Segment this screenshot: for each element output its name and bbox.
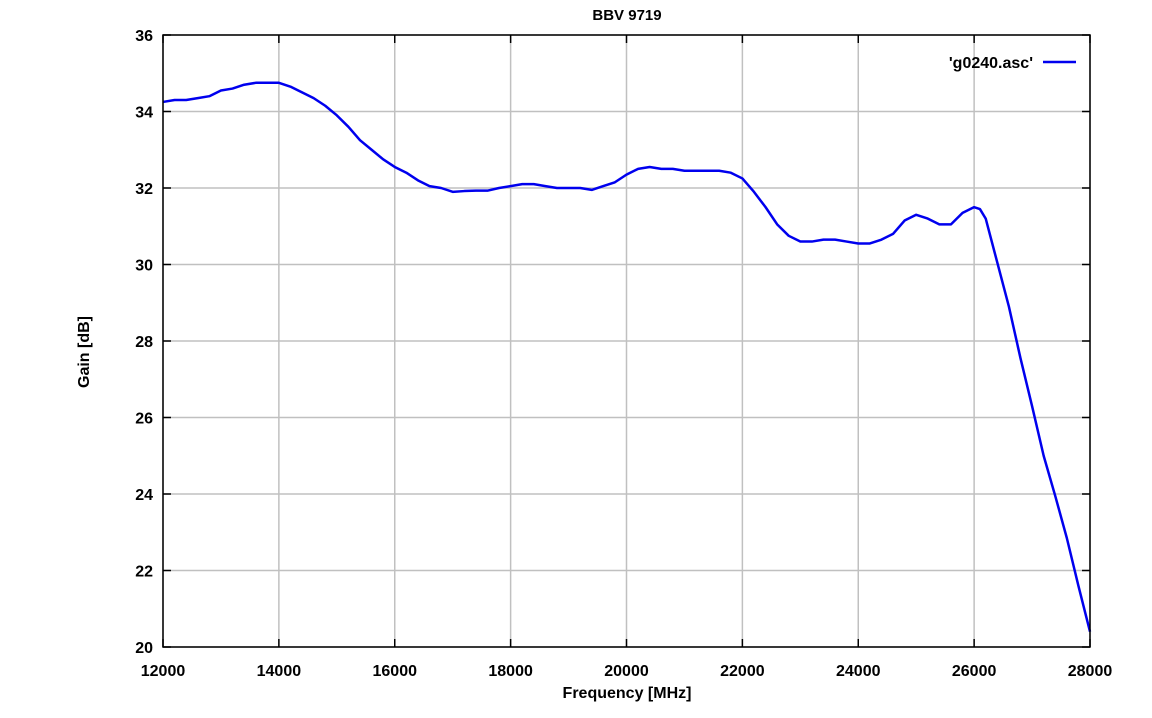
y-tick-labels: 20 22 24 26 28 30 32 34 36 [135,28,153,657]
grid [162,34,1091,648]
x-tick-label: 20000 [604,663,649,680]
y-tick-label: 28 [135,334,153,351]
y-tick-label: 26 [135,411,153,428]
x-axis-label: Frequency [MHz] [563,685,692,702]
x-tick-label: 26000 [952,663,997,680]
y-tick-label: 36 [135,28,153,45]
y-axis-label: Gain [dB] [76,316,93,388]
x-tick-label: 12000 [141,663,186,680]
x-tick-label: 22000 [720,663,765,680]
x-tick-label: 28000 [1068,663,1113,680]
y-tick-label: 34 [135,105,153,122]
plot-frame [162,34,1091,648]
y-tick-label: 20 [135,640,153,657]
x-tick-labels: 12000 14000 16000 18000 20000 22000 24000 26000… [141,663,1113,680]
legend-entry-label: 'g0240.asc' [949,55,1033,72]
x-tick-label: 14000 [257,663,302,680]
legend: 'g0240.asc' [949,55,1076,72]
y-tick-label: 24 [135,487,153,504]
chart-title: BBV 9719 [592,7,661,24]
x-tick-label: 16000 [373,663,418,680]
x-tick-label: 24000 [836,663,881,680]
plot-series [162,81,1092,633]
y-tick-label: 22 [135,564,153,581]
y-tick-label: 32 [135,181,153,198]
x-tick-label: 18000 [488,663,533,680]
y-tick-label: 30 [135,258,153,275]
series-line-0 [162,81,1092,633]
